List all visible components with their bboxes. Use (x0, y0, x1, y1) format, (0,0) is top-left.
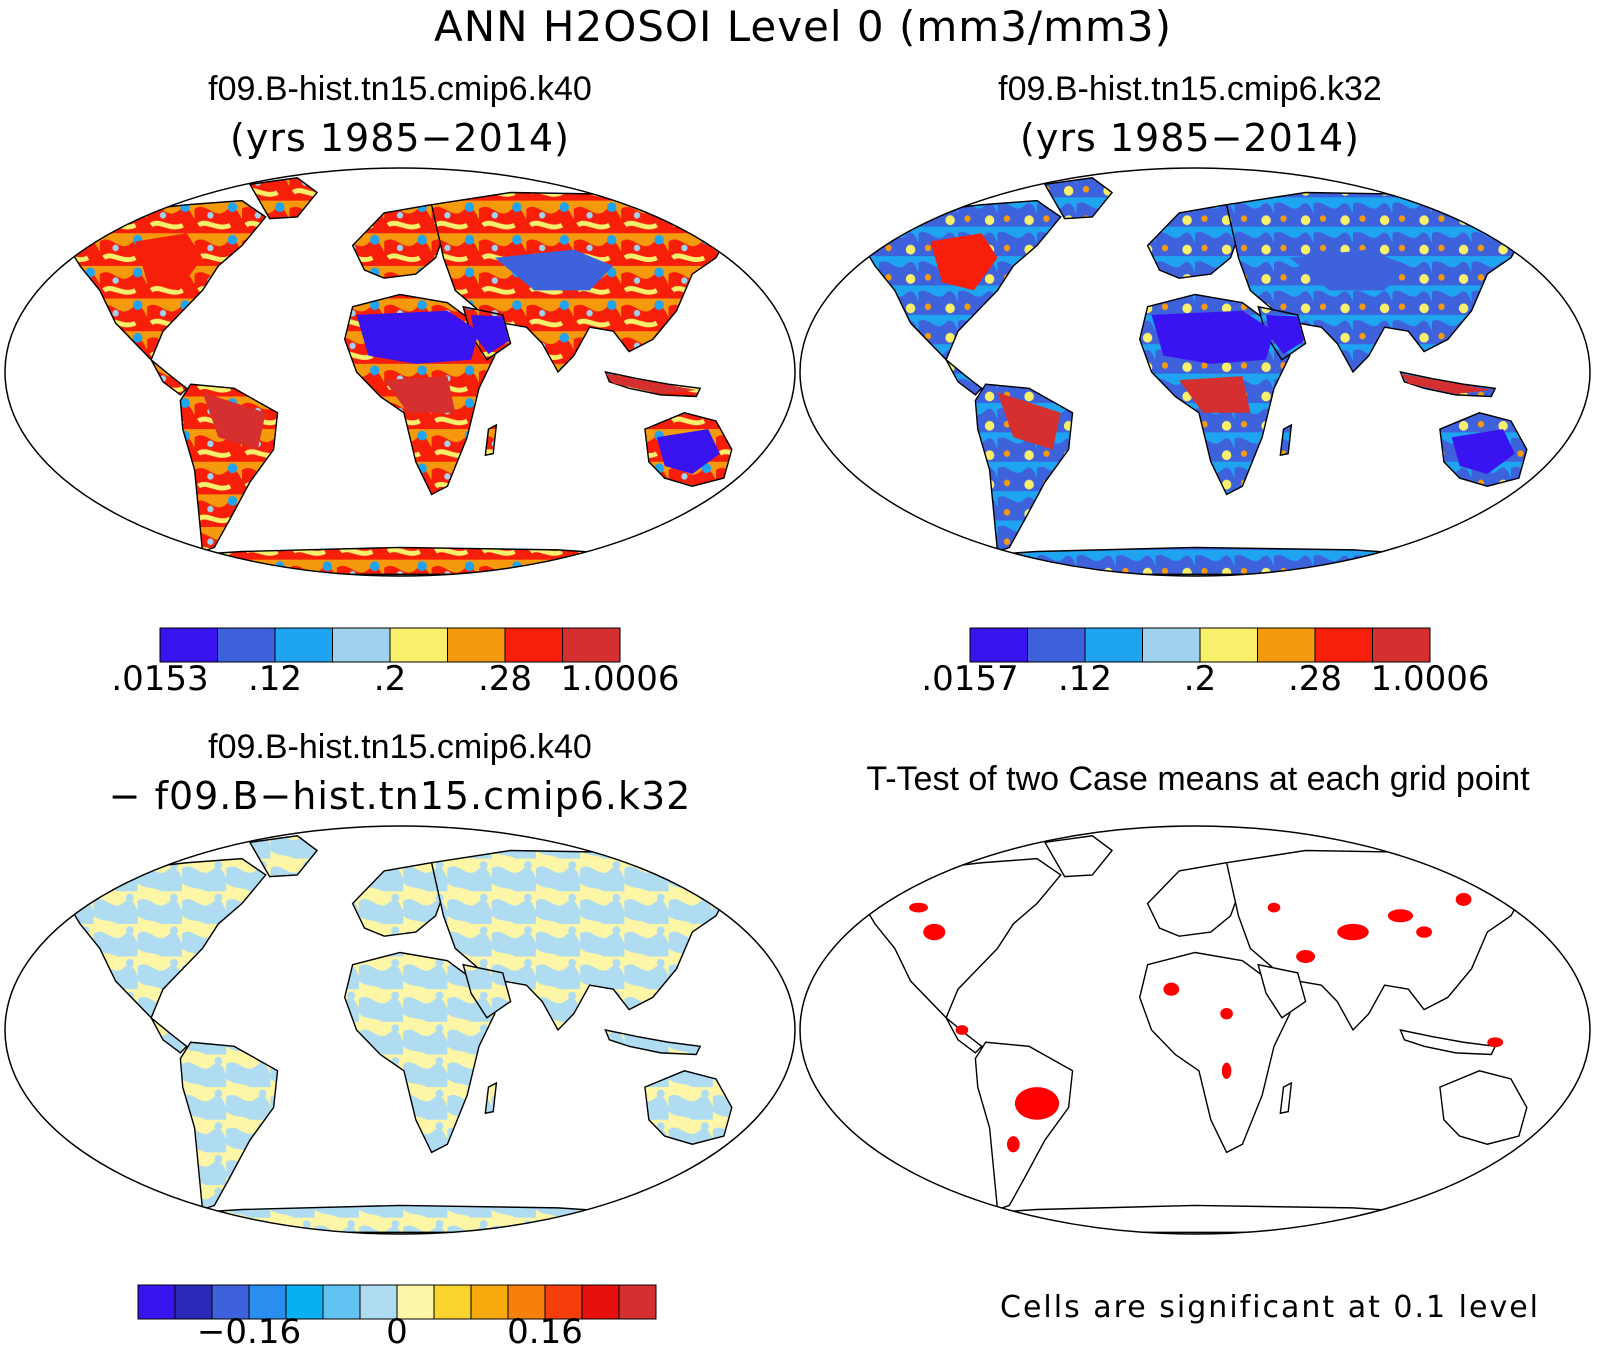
dry-regions (135, 233, 720, 474)
colorbar-label: 0.16 (507, 1312, 583, 1352)
map-difference (4, 825, 796, 1235)
map-case1 (4, 167, 796, 577)
map-border (799, 167, 1591, 577)
colorbar-label: .2 (374, 659, 406, 699)
panel-1-subtitle: (yrs 1985−2014) (230, 116, 570, 160)
colorbar-swatch (389, 627, 448, 663)
colorbar-swatch (248, 1284, 287, 1320)
panel-3-title: f09.B-hist.tn15.cmip6.k40 (208, 728, 592, 766)
panel-2-title: f09.B-hist.tn15.cmip6.k32 (998, 70, 1382, 108)
map-case2 (799, 167, 1591, 577)
colorbar-swatch (1257, 627, 1316, 663)
colorbar-swatch (217, 627, 276, 663)
colorbar-label: 0 (386, 1312, 408, 1352)
colorbar-label: .28 (478, 659, 532, 699)
colorbar-swatch (447, 627, 506, 663)
colorbar-label: .28 (1288, 659, 1342, 699)
colorbar-swatch (274, 627, 333, 663)
colorbar-swatch (1372, 627, 1431, 663)
colorbar-swatch (504, 627, 563, 663)
map-ttest (799, 825, 1591, 1235)
panel-1-title: f09.B-hist.tn15.cmip6.k40 (208, 70, 592, 108)
colorbar-swatch (137, 1284, 176, 1320)
colorbar-swatch (211, 1284, 250, 1320)
colorbar-label: .2 (1184, 659, 1216, 699)
ttest-footnote: Cells are significant at 0.1 level (1000, 1290, 1541, 1325)
colorbar-label: .0153 (111, 659, 208, 699)
colorbar-case1: .0153 .12 .2 .28 1.0006 (111, 627, 680, 699)
map-border (4, 167, 796, 577)
colorbar-swatch (507, 1284, 546, 1320)
colorbar-swatch (618, 1284, 657, 1320)
colorbar-swatch (544, 1284, 583, 1320)
colorbar-swatch (433, 1284, 472, 1320)
colorbar-swatch (332, 627, 391, 663)
colorbar-swatch (322, 1284, 361, 1320)
colorbar-label: .12 (1058, 659, 1112, 699)
colorbar-difference: −0.16 0 0.16 (137, 1284, 657, 1352)
colorbar-swatch (174, 1284, 213, 1320)
colorbar-swatch (470, 1284, 509, 1320)
significant-cells (909, 892, 1504, 1153)
colorbar-swatch (1142, 627, 1201, 663)
colorbar-label: .0157 (921, 659, 1018, 699)
colorbar-swatch (396, 1284, 435, 1320)
figure-title: ANN H2OSOI Level 0 (mm3/mm3) (433, 2, 1173, 51)
colorbar-swatch (581, 1284, 620, 1320)
dry-regions (930, 233, 1515, 474)
colorbar-swatch (969, 627, 1028, 663)
colorbar-swatch (159, 627, 218, 663)
colorbar-swatch (1027, 627, 1086, 663)
colorbar-case2: .0157 .12 .2 .28 1.0006 (921, 627, 1490, 699)
colorbar-swatch (562, 627, 621, 663)
colorbar-label: .12 (248, 659, 302, 699)
panel-3-subtitle: − f09.B−hist.tn15.cmip6.k32 (108, 774, 692, 818)
colorbar-swatch (1314, 627, 1373, 663)
colorbar-swatch (1084, 627, 1143, 663)
map-border (4, 825, 796, 1235)
colorbar-label: 1.0006 (561, 659, 680, 699)
panel-2-subtitle: (yrs 1985−2014) (1020, 116, 1360, 160)
map-border (799, 825, 1591, 1235)
colorbar-label: −0.16 (197, 1312, 301, 1352)
colorbar-label: 1.0006 (1371, 659, 1490, 699)
colorbar-swatch (1199, 627, 1258, 663)
panel-4-title: T-Test of two Case means at each grid po… (866, 760, 1530, 798)
